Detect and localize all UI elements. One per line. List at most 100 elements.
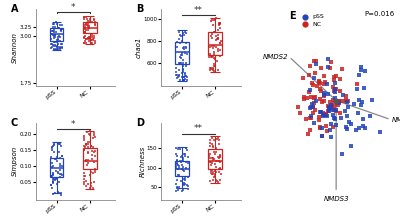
Point — [91, 34, 98, 38]
Point — [174, 73, 181, 77]
Point — [84, 23, 91, 26]
Point — [87, 38, 94, 42]
Text: **: ** — [194, 6, 203, 15]
Point — [54, 159, 60, 163]
Point — [210, 23, 216, 26]
Y-axis label: Simpson: Simpson — [12, 146, 18, 176]
Point — [208, 34, 214, 38]
Point — [207, 56, 214, 59]
Point — [57, 164, 63, 168]
Point — [53, 44, 59, 48]
Point — [181, 72, 188, 75]
Point — [86, 24, 92, 28]
Point — [184, 155, 191, 159]
Point — [50, 181, 56, 184]
Point — [176, 73, 182, 76]
Point — [88, 41, 94, 44]
Point — [174, 186, 180, 189]
Point — [92, 154, 98, 158]
Point — [58, 144, 64, 148]
Point — [50, 172, 56, 175]
Point — [174, 40, 180, 44]
Point — [59, 173, 66, 176]
Point — [54, 22, 60, 26]
Point — [215, 68, 222, 71]
Point — [182, 178, 188, 182]
Point — [92, 167, 99, 171]
Point — [49, 29, 55, 33]
Point — [54, 182, 60, 186]
Point — [212, 150, 219, 153]
Point — [85, 20, 91, 23]
Point — [212, 178, 219, 182]
Point — [92, 39, 99, 43]
Bar — [208, 32, 222, 55]
Point — [92, 22, 98, 26]
Bar — [175, 161, 189, 176]
Point — [210, 170, 216, 174]
Point — [83, 179, 89, 182]
Point — [53, 157, 59, 161]
Point — [48, 186, 55, 189]
Point — [54, 26, 61, 30]
Point — [87, 18, 94, 21]
Point — [89, 20, 96, 24]
Point — [210, 158, 217, 161]
Y-axis label: Richness: Richness — [139, 146, 145, 177]
Point — [91, 133, 98, 137]
Point — [179, 31, 186, 35]
Point — [175, 75, 182, 79]
Point — [51, 44, 57, 48]
Point — [85, 28, 92, 32]
Point — [49, 171, 56, 175]
Point — [176, 61, 183, 65]
Point — [83, 41, 90, 45]
Point — [212, 160, 219, 163]
Point — [214, 50, 221, 53]
Point — [85, 158, 91, 161]
Point — [176, 185, 182, 189]
Point — [84, 37, 91, 40]
Point — [52, 47, 59, 50]
Point — [185, 184, 191, 188]
Point — [210, 145, 216, 149]
Point — [209, 56, 215, 59]
Point — [180, 58, 186, 62]
Point — [217, 156, 223, 159]
Point — [59, 46, 66, 49]
Point — [83, 143, 89, 146]
Point — [53, 39, 60, 42]
Point — [53, 20, 59, 24]
Point — [84, 145, 91, 148]
Point — [51, 47, 57, 51]
Point — [85, 150, 92, 154]
Point — [212, 31, 218, 34]
Point — [81, 178, 88, 181]
Point — [83, 143, 89, 146]
Point — [210, 157, 216, 160]
Point — [88, 38, 94, 42]
Point — [55, 46, 61, 49]
Point — [206, 156, 213, 159]
Point — [173, 152, 179, 156]
Point — [180, 67, 186, 70]
Point — [50, 193, 56, 196]
Point — [182, 74, 188, 77]
Point — [216, 167, 223, 171]
Point — [174, 159, 180, 162]
Point — [181, 78, 188, 82]
Point — [183, 166, 190, 170]
Point — [57, 176, 64, 179]
Point — [212, 17, 218, 20]
Point — [54, 156, 60, 159]
Point — [206, 45, 213, 49]
Point — [84, 163, 90, 167]
Point — [216, 21, 223, 24]
Point — [51, 34, 58, 38]
Point — [54, 40, 60, 44]
Point — [91, 150, 98, 154]
Point — [58, 46, 65, 49]
Point — [55, 38, 62, 41]
Point — [49, 42, 56, 46]
Point — [212, 57, 218, 61]
